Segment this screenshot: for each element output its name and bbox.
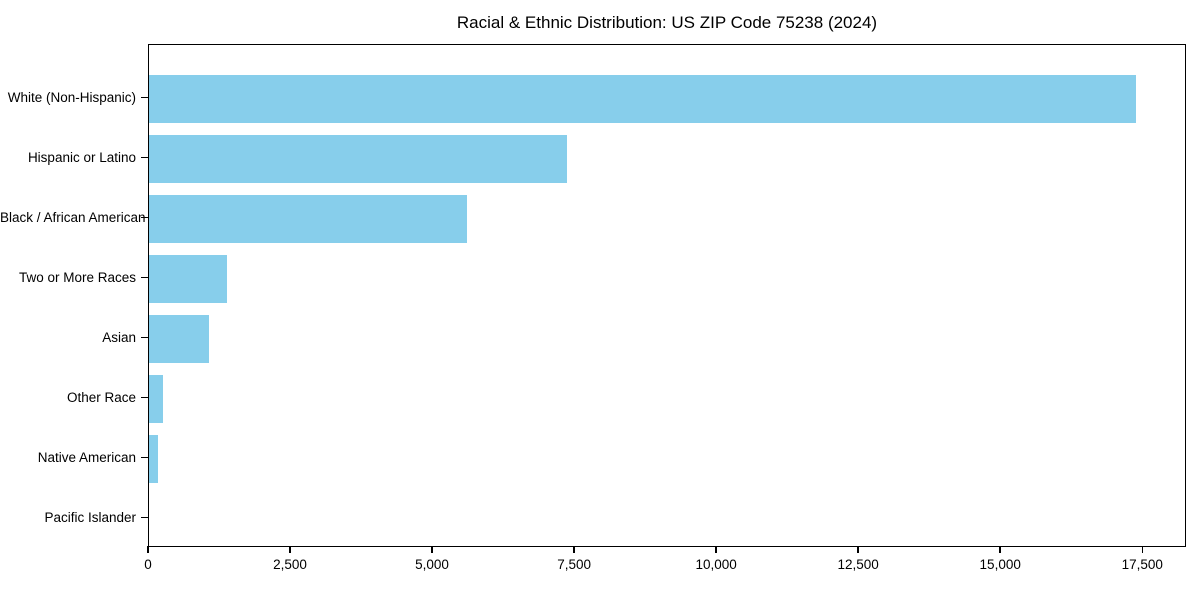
x-tick-label: 17,500 (1121, 557, 1163, 572)
y-axis-label: Black / African American (0, 209, 146, 225)
x-tick-label: 2,500 (273, 557, 307, 572)
y-tick-mark (141, 156, 148, 159)
bar (149, 374, 164, 423)
y-axis-label: Asian (102, 329, 136, 345)
y-tick-mark (141, 96, 148, 99)
y-axis-label: Two or More Races (18, 269, 136, 285)
plot-area (148, 44, 1186, 547)
x-tick-label: 7,500 (557, 557, 591, 572)
bar (149, 434, 159, 483)
x-tick-mark (999, 546, 1001, 553)
chart-title: Racial & Ethnic Distribution: US ZIP Cod… (456, 13, 878, 32)
x-tick-label: 0 (144, 557, 152, 572)
y-axis-label: White (Non-Hispanic) (7, 89, 136, 105)
y-tick-mark (141, 456, 148, 459)
x-tick-label: 10,000 (695, 557, 737, 572)
x-tick-mark (147, 546, 149, 553)
bar (149, 314, 210, 363)
x-tick-mark (857, 546, 859, 553)
x-tick-mark (715, 546, 717, 553)
y-tick-mark (141, 276, 148, 279)
y-tick-mark (141, 516, 148, 519)
x-tick-mark (573, 546, 575, 553)
y-tick-mark (141, 216, 148, 219)
x-tick-mark (431, 546, 433, 553)
bar (149, 254, 227, 303)
y-tick-mark (141, 336, 148, 339)
y-axis-label: Native American (37, 449, 136, 465)
x-tick-label: 12,500 (837, 557, 879, 572)
y-axis-label: Hispanic or Latino (27, 149, 136, 165)
y-tick-mark (141, 396, 148, 399)
y-axis-label: Pacific Islander (44, 509, 136, 525)
bar (149, 74, 1136, 123)
x-tick-mark (289, 546, 291, 553)
bar (149, 194, 467, 243)
x-tick-mark (1141, 546, 1143, 553)
y-axis-label: Other Race (66, 389, 136, 405)
x-tick-label: 15,000 (979, 557, 1021, 572)
bar (149, 134, 568, 183)
x-tick-label: 5,000 (415, 557, 449, 572)
